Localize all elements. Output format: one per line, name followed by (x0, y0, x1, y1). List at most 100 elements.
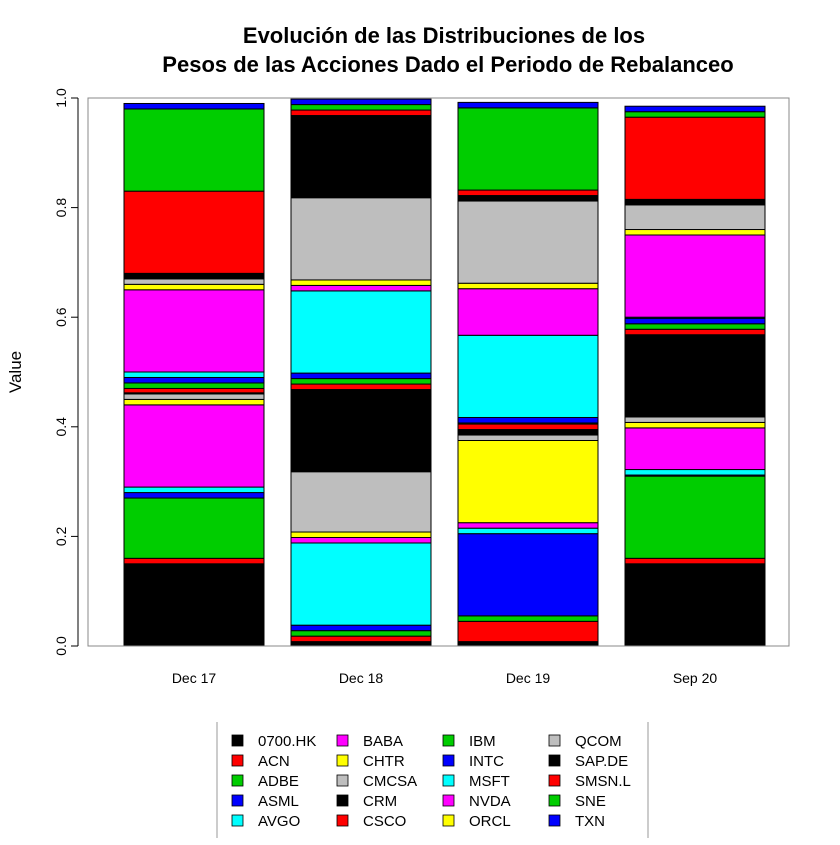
legend-swatch (231, 814, 244, 827)
bar-segment-0700-hk-dec-19 (457, 641, 599, 647)
legend-item-baba: BABA (336, 733, 403, 750)
bar-segment-avgo-sep-20 (624, 469, 766, 476)
chart-title-line-1: Evolución de las Distribuciones de los (243, 23, 645, 48)
bar-segment-csco-dec-19 (457, 423, 599, 431)
bar-segment-0700-hk-dec-17 (123, 563, 265, 647)
legend-label: CHTR (363, 753, 405, 770)
bar-segment-smsn-l-dec-19 (457, 189, 599, 197)
bar-segment-avgo-dec-18 (290, 542, 432, 626)
bar-segment-intc-dec-18 (290, 372, 432, 380)
bar-segment-intc-dec-19 (457, 416, 599, 424)
bar-segment-cmcsa-dec-17 (123, 393, 265, 400)
y-tick-label: 0.0 (53, 636, 69, 656)
legend-item-orcl: ORCL (442, 813, 511, 830)
legend-label: INTC (469, 753, 504, 770)
legend-label: ADBE (258, 773, 299, 790)
legend-swatch (442, 774, 455, 787)
bar-segment-orcl-dec-18 (290, 279, 432, 286)
bar-segment-chtr-dec-17 (123, 398, 265, 406)
bar-segment-txn-sep-20 (624, 105, 766, 113)
bar-segment-sne-dec-17 (123, 108, 265, 192)
bar-segment-adbe-sep-20 (624, 475, 766, 559)
x-tick-label: Dec 19 (506, 670, 551, 686)
bar-segment-smsn-l-dec-18 (290, 109, 432, 117)
y-tick-label: 1.0 (53, 88, 69, 108)
bars-layer (123, 98, 766, 647)
bar-segment-ibm-dec-17 (123, 382, 265, 389)
plot-frame (87, 97, 790, 647)
legend-item-csco: CSCO (336, 813, 406, 830)
bar-segment-cmcsa-dec-19 (457, 434, 599, 441)
legend-item-ibm: IBM (442, 733, 496, 750)
legend-swatch (231, 754, 244, 767)
legend-label: SAP.DE (575, 753, 628, 770)
legend-item-crm: CRM (336, 793, 397, 810)
bar-segment-txn-dec-18 (290, 98, 432, 106)
legend-item-0700-hk: 0700.HK (231, 733, 316, 750)
bar-segment-sne-dec-18 (290, 104, 432, 111)
bar-segment-qcom-dec-18 (290, 197, 432, 281)
bar-segment-orcl-dec-17 (123, 283, 265, 291)
y-axis-title: Value (6, 351, 25, 393)
legend-swatch (231, 774, 244, 787)
legend-label: ORCL (469, 813, 511, 830)
bar-segment-msft-dec-19 (457, 334, 599, 418)
legend-item-chtr: CHTR (336, 753, 405, 770)
legend-label: CRM (363, 793, 397, 810)
bar-segment-intc-dec-17 (123, 376, 265, 384)
bar-segment-acn-dec-19 (457, 620, 599, 643)
legend-swatch (336, 734, 349, 747)
y-tick-label: 0.4 (53, 417, 69, 437)
bar-segment-baba-dec-17 (123, 404, 265, 488)
bar-segment-baba-sep-20 (624, 427, 766, 471)
bar-segment-nvda-dec-17 (123, 289, 265, 373)
y-tick-label: 0.2 (53, 526, 69, 546)
bar-segment-0700-hk-dec-18 (290, 641, 432, 647)
legend-swatch (336, 774, 349, 787)
legend-label: MSFT (469, 773, 510, 790)
bar-segment-acn-dec-17 (123, 557, 265, 565)
bar-segment-nvda-sep-20 (624, 234, 766, 318)
bar-segment-baba-dec-19 (457, 522, 599, 529)
bar-segment-asml-dec-17 (123, 492, 265, 499)
y-axis: 0.0 0.2 0.4 0.6 0.8 1.0 (53, 88, 79, 656)
legend-item-smsn-l: SMSN.L (548, 773, 631, 790)
legend-swatch (442, 734, 455, 747)
bar-segment-cmcsa-dec-18 (290, 471, 432, 533)
bar-segment-qcom-dec-17 (123, 278, 265, 285)
bar-segment-adbe-dec-17 (123, 497, 265, 559)
legend: 0700.HK ACN ADBE ASML AVGO BABA CHTR CMCSA CRM CS… (216, 722, 649, 838)
legend-item-acn: ACN (231, 753, 290, 770)
bar-segment-smsn-l-sep-20 (624, 116, 766, 200)
bar-segment-sap-de-dec-18 (290, 115, 432, 199)
bar-segment-csco-dec-18 (290, 383, 432, 391)
bar-segment-cmcsa-sep-20 (624, 416, 766, 423)
legend-swatch (231, 794, 244, 807)
bar-segment-acn-dec-18 (290, 635, 432, 643)
bar-segment-ibm-dec-18 (290, 378, 432, 385)
x-tick-label: Dec 18 (339, 670, 384, 686)
legend-label: BABA (363, 733, 403, 750)
legend-item-nvda: NVDA (442, 793, 511, 810)
bar-segment-qcom-sep-20 (624, 204, 766, 231)
y-tick-label: 0.6 (53, 307, 69, 327)
legend-item-txn: TXN (548, 813, 605, 830)
bar-stack-dec-17 (123, 102, 265, 647)
bar-segment-sap-de-dec-19 (457, 195, 599, 202)
bar-segment-nvda-dec-19 (457, 288, 599, 336)
chart-title-line-2: Pesos de las Acciones Dado el Periodo de… (162, 52, 733, 77)
legend-swatch (548, 734, 561, 747)
bar-segment-msft-dec-17 (123, 371, 265, 378)
x-tick-label: Sep 20 (673, 670, 718, 686)
bar-segment-nvda-dec-18 (290, 284, 432, 292)
legend-item-intc: INTC (442, 753, 504, 770)
legend-label: SMSN.L (575, 773, 631, 790)
bar-segment-sap-de-sep-20 (624, 198, 766, 206)
bar-segment-csco-sep-20 (624, 328, 766, 336)
legend-label: 0700.HK (258, 733, 316, 750)
legend-swatch (336, 794, 349, 807)
legend-swatch (548, 754, 561, 767)
bar-segment-txn-dec-19 (457, 101, 599, 109)
x-axis: Dec 17 Dec 18 Dec 19 Sep 20 (172, 670, 718, 686)
